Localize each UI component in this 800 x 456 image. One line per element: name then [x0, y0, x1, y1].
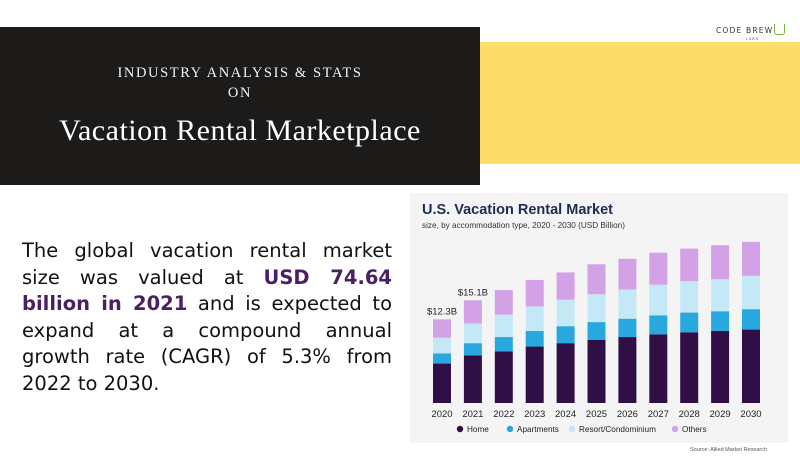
bar-segment-home-2027 — [649, 334, 668, 403]
bar-segment-others-2027 — [649, 252, 668, 285]
bar-segment-apartments-2027 — [649, 315, 668, 335]
bar-segment-others-2028 — [680, 248, 699, 282]
bar-segment-home-2026 — [618, 337, 637, 403]
bar-segment-apartments-2025 — [587, 322, 606, 340]
bar-segment-apartments-2021 — [463, 343, 482, 356]
cup-icon — [774, 24, 785, 35]
bar-segment-others-2030 — [742, 241, 760, 276]
bar-segment-apartments-2030 — [742, 309, 760, 330]
bar-segment-resort-condominium-2026 — [618, 289, 637, 319]
bar-segment-home-2024 — [556, 343, 575, 403]
bar-segment-home-2025 — [587, 339, 606, 403]
x-tick-label: 2026 — [617, 409, 638, 420]
bar-segment-apartments-2024 — [556, 326, 575, 344]
x-tick-label: 2027 — [648, 409, 669, 420]
bar-segment-apartments-2028 — [680, 312, 699, 333]
page-title: Vacation Rental Marketplace — [59, 114, 421, 147]
summary-highlight: USD 74.64 billion in 2021 — [22, 265, 392, 316]
summary-text-start: The global vacation rental market size w… — [22, 239, 392, 289]
logo-text: CODE BREW — [716, 26, 774, 35]
bar-segment-home-2029 — [711, 330, 730, 403]
bar-segment-others-2020 — [433, 319, 451, 338]
bar-segment-resort-condominium-2030 — [742, 275, 760, 310]
bar-segment-others-2024 — [556, 272, 575, 300]
bar-segment-apartments-2023 — [525, 330, 544, 347]
bar-segment-apartments-2029 — [711, 311, 730, 331]
data-label: $12.3B — [427, 306, 457, 317]
summary-text-end: and is expected to expand at a compound … — [22, 292, 392, 395]
legend-label: Home — [467, 425, 489, 434]
source-note: Source: Allied Market Research — [690, 447, 768, 453]
bar-segment-resort-condominium-2024 — [556, 299, 575, 327]
bar-segment-home-2023 — [525, 346, 544, 403]
x-tick-label: 2029 — [710, 409, 731, 420]
bar-segment-home-2020 — [433, 363, 451, 403]
bar-segment-others-2025 — [587, 264, 606, 295]
bar-segment-resort-condominium-2022 — [494, 314, 513, 338]
x-tick-label: 2030 — [740, 409, 761, 420]
bar-segment-apartments-2022 — [494, 337, 513, 352]
bar-segment-others-2029 — [711, 245, 730, 280]
x-tick-label: 2028 — [679, 409, 700, 420]
bar-segment-resort-condominium-2029 — [711, 279, 730, 312]
bar-segment-home-2030 — [742, 329, 760, 403]
chart-subtitle: size, by accommodation type, 2020 - 2030… — [422, 221, 625, 230]
chart-title: U.S. Vacation Rental Market — [422, 202, 613, 218]
x-tick-label: 2020 — [431, 409, 452, 420]
x-tick-label: 2022 — [493, 409, 514, 420]
legend-label: Others — [682, 425, 707, 434]
logo-subtext: LABS — [746, 37, 759, 41]
legend-label: Apartments — [517, 425, 559, 434]
bar-segment-apartments-2020 — [433, 353, 451, 364]
bar-segment-apartments-2026 — [618, 318, 637, 338]
banner-line-1: INDUSTRY ANALYSIS & STATS — [117, 65, 363, 81]
x-tick-label: 2023 — [524, 409, 545, 420]
bar-segment-others-2021 — [463, 300, 482, 324]
data-label: $15.1B — [458, 287, 488, 298]
bar-segment-others-2026 — [618, 258, 637, 290]
x-tick-label: 2025 — [586, 409, 607, 420]
bar-segment-resort-condominium-2020 — [433, 337, 451, 354]
stacked-bar-chart: 2020 2021 2022 2023 2024 2025 2026 2027 2028 2029… — [427, 241, 762, 434]
summary-paragraph: The global vacation rental market size w… — [22, 238, 392, 397]
bar-segment-others-2023 — [525, 279, 544, 307]
banner-subheading: INDUSTRY ANALYSIS & STATS ON — [0, 63, 480, 103]
bar-segment-resort-condominium-2027 — [649, 284, 668, 316]
logo: CODE BREW LABS — [716, 20, 786, 46]
x-tick-label: 2021 — [462, 409, 483, 420]
legend-swatch — [456, 425, 464, 433]
bar-segment-others-2022 — [494, 290, 513, 315]
bar-segment-home-2021 — [463, 355, 482, 403]
bar-segment-resort-condominium-2023 — [525, 306, 544, 331]
bar-segment-resort-condominium-2021 — [463, 323, 482, 344]
legend-label: Resort/Condominium — [579, 425, 656, 434]
bar-segment-home-2022 — [494, 351, 513, 403]
bar-segment-resort-condominium-2028 — [680, 281, 699, 313]
chart-card: U.S. Vacation Rental Market size, by acc… — [410, 193, 788, 443]
legend-swatch — [506, 425, 514, 433]
legend-swatch — [671, 425, 679, 433]
banner-line-2: ON — [227, 85, 253, 101]
title-banner — [0, 27, 480, 185]
x-tick-label: 2024 — [555, 409, 576, 420]
bar-segment-home-2028 — [680, 332, 699, 403]
legend-swatch — [568, 425, 576, 433]
bar-segment-resort-condominium-2025 — [587, 294, 606, 323]
